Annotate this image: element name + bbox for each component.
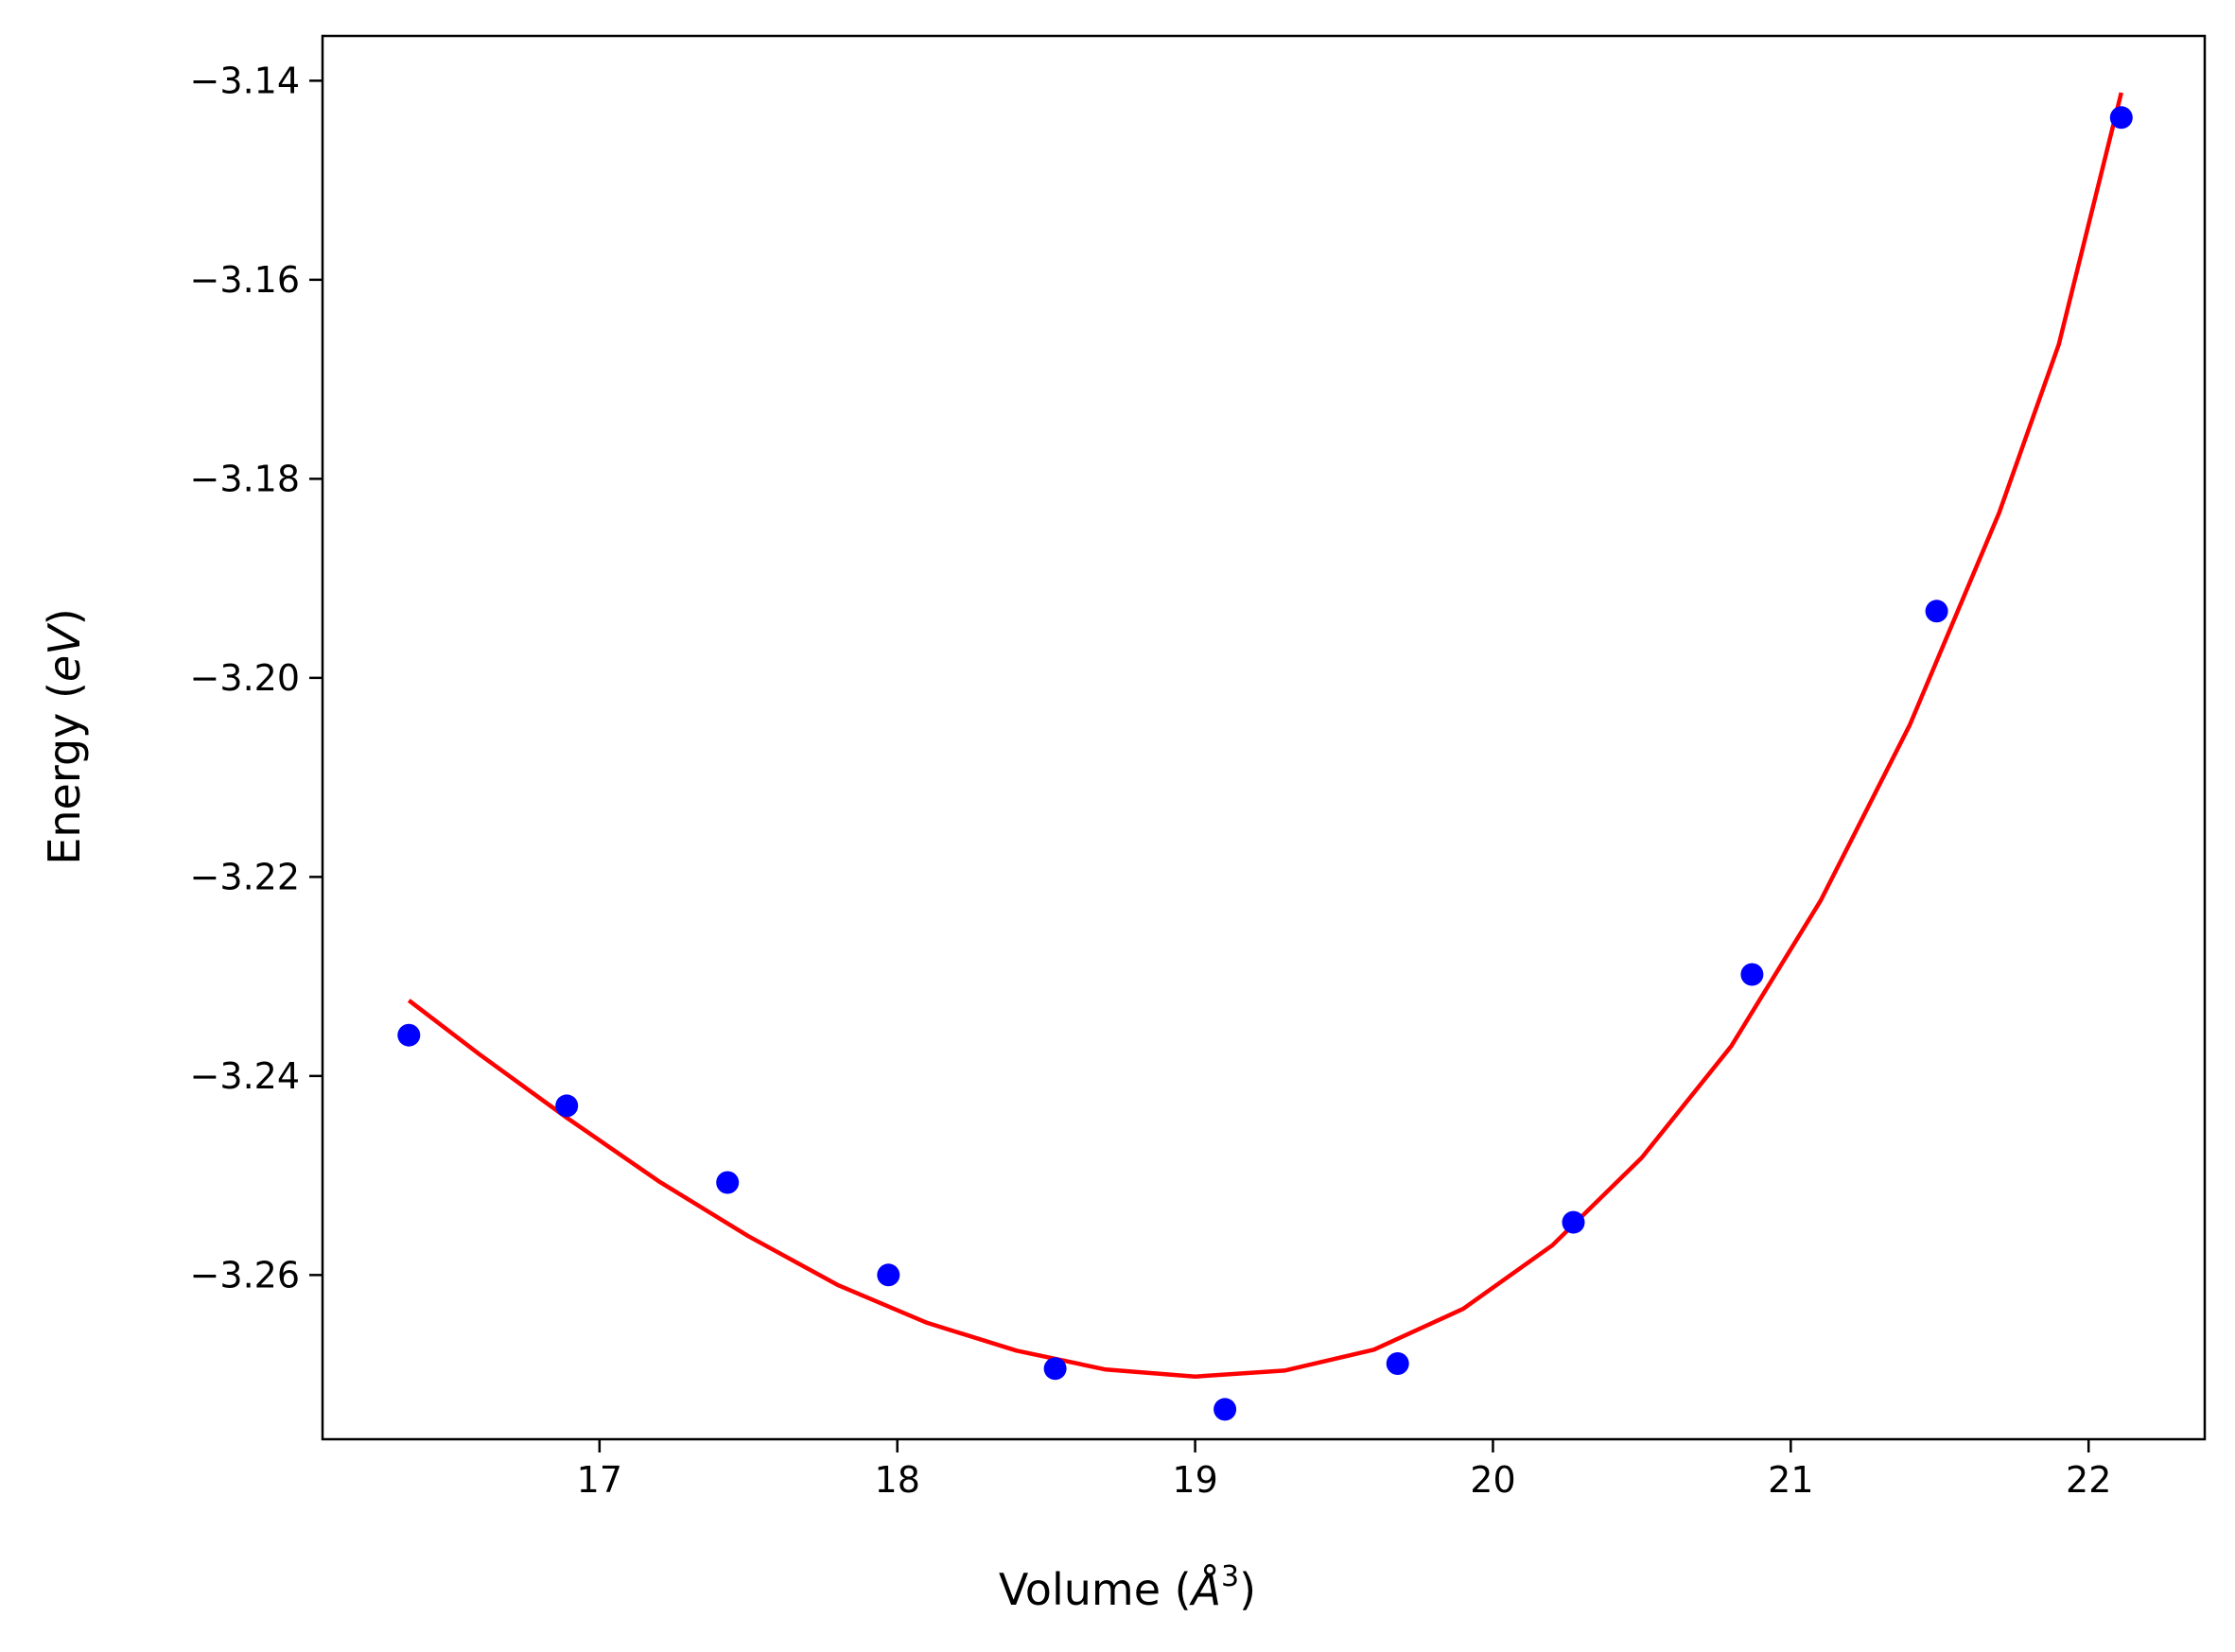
data-point [1925, 600, 1948, 623]
data-point [397, 1023, 421, 1047]
data-point [1214, 1398, 1237, 1421]
data-point [1043, 1357, 1067, 1381]
plot-frame [321, 34, 2207, 1441]
y-tick-label: −3.22 [190, 856, 300, 897]
x-tick-label: 18 [875, 1459, 920, 1501]
x-tick-label: 17 [577, 1459, 622, 1501]
data-point [1562, 1210, 1585, 1234]
plot-area [323, 36, 2205, 1439]
x-axis-ticks: 17 18 19 20 21 22 [577, 1439, 2111, 1501]
data-point [877, 1263, 900, 1287]
data-point [2109, 106, 2133, 130]
y-tick-label: −3.26 [190, 1254, 300, 1296]
fit-curve-layer [407, 92, 2123, 1379]
y-axis-ticks: −3.14 −3.16 −3.18 −3.20 −3.22 −3.24 −3.26 [190, 60, 323, 1296]
y-tick-label: −3.20 [190, 657, 300, 699]
x-tick-label: 20 [1470, 1459, 1515, 1501]
data-point [716, 1171, 740, 1194]
x-tick-label: 21 [1768, 1459, 1813, 1501]
y-tick-label: −3.18 [190, 458, 300, 499]
y-tick-label: −3.16 [190, 259, 300, 301]
x-tick-label: 22 [2066, 1459, 2111, 1501]
data-point [1386, 1352, 1409, 1375]
x-tick-label: 19 [1172, 1459, 1217, 1501]
data-points-layer [397, 106, 2133, 1421]
y-tick-label: −3.14 [190, 60, 300, 101]
y-tick-label: −3.24 [190, 1055, 300, 1097]
y-axis-label: Energy (eV) [39, 608, 90, 864]
fit-curve [407, 92, 2123, 1379]
data-point [555, 1094, 579, 1118]
x-axis-label: Volume (Å3) [999, 1560, 1256, 1615]
data-point [1740, 963, 1764, 986]
